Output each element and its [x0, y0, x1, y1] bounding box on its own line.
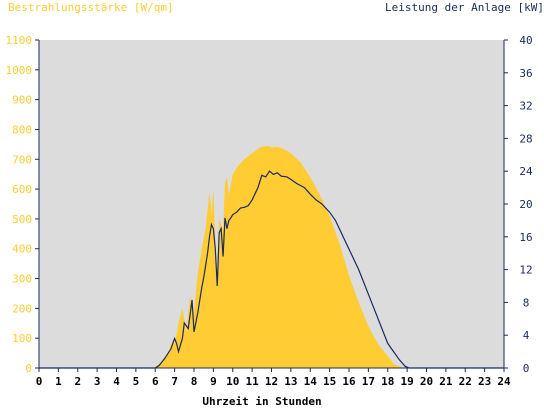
x-tick-label: 6 — [152, 375, 159, 388]
left-tick-label: 0 — [25, 362, 32, 375]
left-tick-label: 600 — [12, 183, 32, 196]
x-tick-label: 4 — [113, 375, 120, 388]
x-tick-label: 21 — [439, 375, 453, 388]
right-tick-label: 20 — [519, 198, 532, 211]
left-tick-label: 400 — [12, 243, 32, 256]
x-tick-label: 9 — [210, 375, 217, 388]
x-tick-label: 20 — [420, 375, 433, 388]
x-tick-label: 11 — [246, 375, 260, 388]
left-axis-title: Bestrahlungsstärke [W/qm] — [8, 1, 174, 14]
right-y-ticks: 0 4 8 12 16 20 24 28 32 36 40 — [504, 34, 533, 375]
x-tick-label: 5 — [133, 375, 140, 388]
right-tick-label: 40 — [519, 34, 532, 47]
x-tick-label: 19 — [401, 375, 414, 388]
x-tick-label: 10 — [226, 375, 239, 388]
right-tick-label: 16 — [519, 231, 532, 244]
x-tick-label: 23 — [478, 375, 491, 388]
right-tick-label: 28 — [519, 132, 532, 145]
left-tick-label: 800 — [12, 123, 32, 136]
left-tick-label: 200 — [12, 302, 32, 315]
right-tick-label: 36 — [519, 67, 532, 80]
left-tick-label: 700 — [12, 153, 32, 166]
right-axis-title: Leistung der Anlage [kW] — [385, 1, 544, 14]
x-tick-label: 15 — [323, 375, 336, 388]
left-tick-label: 1100 — [6, 34, 33, 47]
x-tick-label: 13 — [284, 375, 297, 388]
x-tick-label: 7 — [171, 375, 178, 388]
left-tick-label: 500 — [12, 213, 32, 226]
right-tick-label: 12 — [519, 264, 532, 277]
x-tick-label: 17 — [362, 375, 375, 388]
power-line — [39, 170, 504, 369]
x-ticks: 0 1 2 3 4 5 6 7 8 9 10 11 12 13 14 15 16 17 18 19 20 21 22 23 24 — [36, 368, 511, 388]
left-tick-label: 100 — [12, 332, 32, 345]
x-tick-label: 16 — [342, 375, 356, 388]
x-tick-label: 14 — [304, 375, 318, 388]
left-y-ticks: 0 100 200 300 400 500 600 700 800 900 1000 1100 — [6, 34, 39, 375]
left-tick-label: 1000 — [6, 64, 33, 77]
left-tick-label: 900 — [12, 94, 32, 107]
x-tick-label: 3 — [94, 375, 101, 388]
right-tick-label: 24 — [519, 165, 533, 178]
right-tick-label: 0 — [523, 362, 530, 375]
x-tick-label: 0 — [36, 375, 43, 388]
x-tick-label: 8 — [191, 375, 198, 388]
x-axis-title: Uhrzeit in Stunden — [202, 395, 321, 408]
irradiance-area — [39, 145, 504, 368]
x-tick-label: 12 — [265, 375, 278, 388]
right-tick-label: 4 — [523, 329, 530, 342]
x-tick-label: 1 — [55, 375, 62, 388]
x-tick-label: 18 — [381, 375, 394, 388]
x-tick-label: 24 — [497, 375, 511, 388]
right-tick-label: 32 — [519, 100, 532, 113]
x-tick-label: 2 — [74, 375, 81, 388]
x-tick-label: 22 — [459, 375, 472, 388]
left-tick-label: 300 — [12, 273, 32, 286]
right-tick-label: 8 — [523, 296, 530, 309]
